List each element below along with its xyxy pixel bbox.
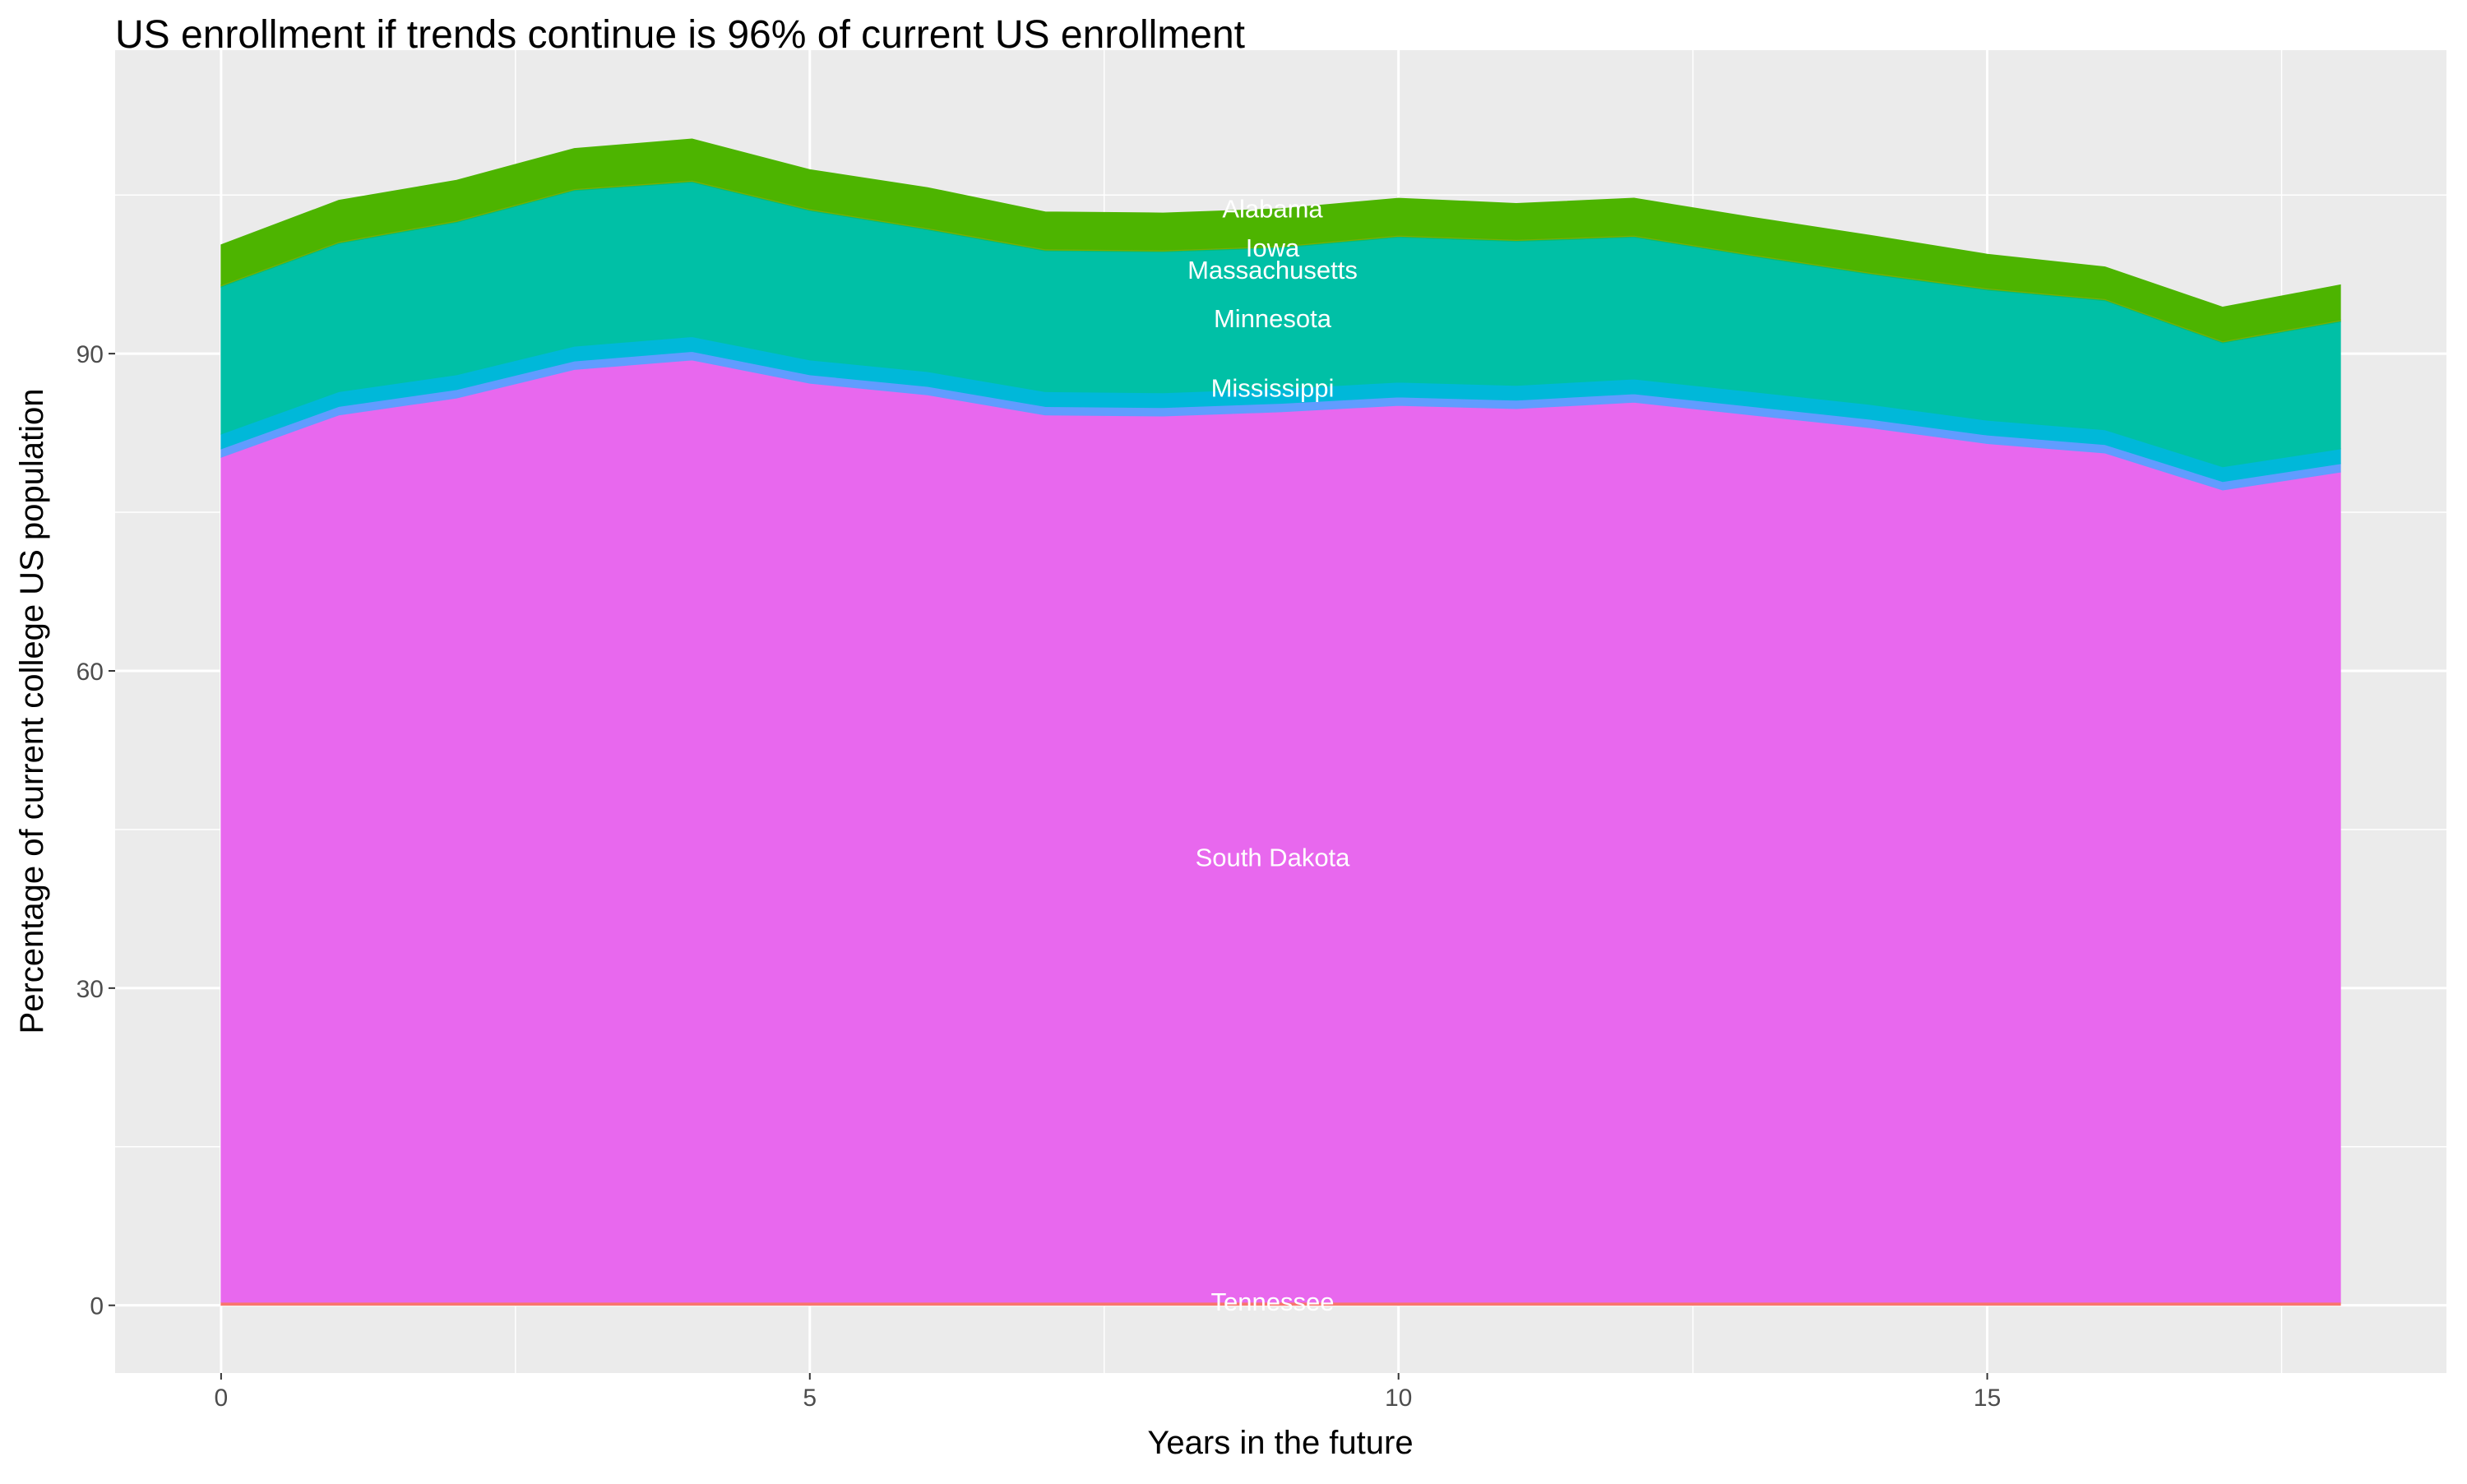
- axis-ticks: 0 5 10 15 0 30 60 90: [76, 341, 2002, 1412]
- y-axis-label: Percentage of current college US populat…: [14, 389, 50, 1034]
- area-layers: [220, 138, 2341, 1306]
- x-tick-label: 10: [1385, 1385, 1412, 1412]
- area-label: South Dakota: [1196, 843, 1351, 871]
- y-tick-label: 60: [76, 659, 104, 686]
- area-south-dakota: [220, 359, 2341, 1303]
- area-labels: Tennessee South Dakota Mississippi Minnesot…: [1187, 194, 1358, 1316]
- area-label: Massachusetts: [1187, 256, 1358, 284]
- area-alabama: [220, 138, 2341, 342]
- area-label: Mississippi: [1211, 373, 1335, 402]
- area-label: Alabama: [1222, 194, 1323, 223]
- area-label: Minnesota: [1214, 304, 1332, 333]
- y-tick-label: 0: [90, 1293, 104, 1320]
- y-tick-label: 90: [76, 341, 104, 368]
- chart-title: US enrollment if trends continue is 96% …: [115, 13, 1245, 57]
- area-label: Iowa: [1246, 233, 1300, 262]
- y-tick-label: 30: [76, 976, 104, 1003]
- x-tick-label: 0: [215, 1385, 229, 1412]
- x-tick-label: 15: [1974, 1385, 2001, 1412]
- x-tick-label: 5: [803, 1385, 817, 1412]
- area-label: Tennessee: [1211, 1288, 1335, 1316]
- x-axis-label: Years in the future: [1147, 1425, 1413, 1461]
